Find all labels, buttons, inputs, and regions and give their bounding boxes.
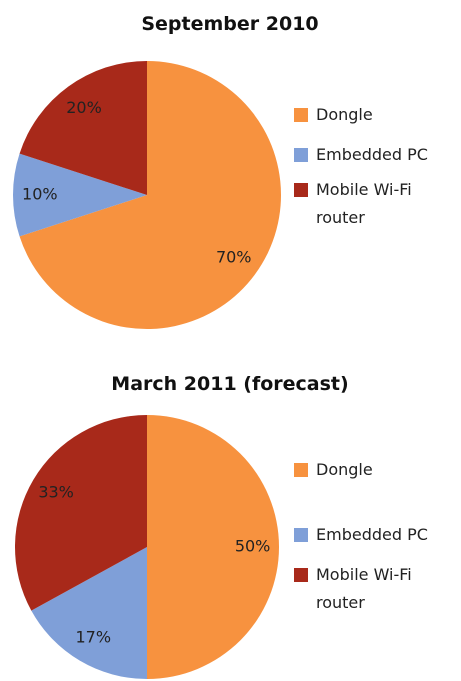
- pie-slice: [19, 61, 282, 329]
- legend-label: Embedded PC: [316, 145, 428, 164]
- chart-title: March 2011 (forecast): [111, 373, 348, 395]
- pie-slice: [31, 547, 148, 679]
- legend-label: Dongle: [316, 460, 373, 479]
- legend-swatch: [294, 463, 308, 477]
- legend-label: Mobile Wi-Fi router: [316, 180, 412, 227]
- pie-slice: [19, 60, 147, 195]
- data-label: 20%: [66, 98, 102, 117]
- pie-slice: [147, 415, 279, 679]
- data-label: 50%: [235, 537, 271, 556]
- pie-slice: [12, 153, 147, 237]
- legend-label: Mobile Wi-Fi router: [316, 565, 412, 612]
- legend-swatch: [294, 108, 308, 122]
- data-label: 33%: [38, 483, 74, 502]
- pie-slice: [14, 415, 147, 611]
- legend-label: Dongle: [316, 105, 373, 124]
- legend-swatch: [294, 568, 308, 582]
- chart-title: September 2010: [141, 13, 318, 35]
- data-label: 17%: [75, 627, 111, 646]
- data-label: 70%: [216, 248, 252, 267]
- data-label: 10%: [22, 185, 58, 204]
- legend-swatch: [294, 148, 308, 162]
- legend-swatch: [294, 528, 308, 542]
- legend-label: Embedded PC: [316, 525, 428, 544]
- legend-swatch: [294, 183, 308, 197]
